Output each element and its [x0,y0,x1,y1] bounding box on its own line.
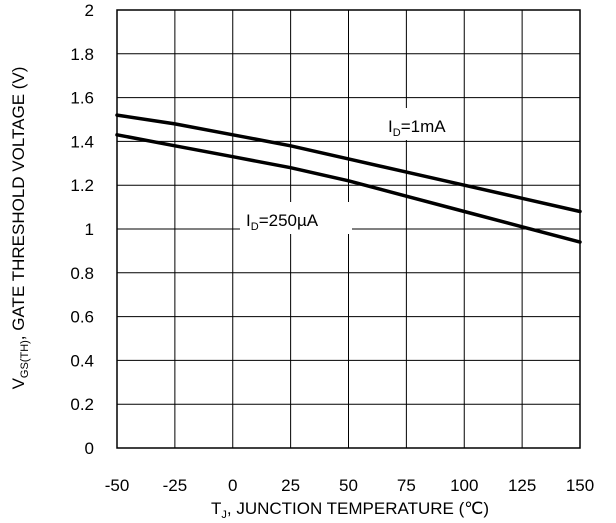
y-tick-label: 1.2 [70,176,94,195]
svg-text:ID=250µA: ID=250µA [246,211,319,233]
y-tick-label: 0.6 [70,308,94,327]
x-tick-label: -25 [163,476,188,495]
y-axis-title: VGS(TH), GATE THRESHOLD VOLTAGE (V) [9,67,31,390]
series-line-250ua [115,133,582,244]
y-tick-label: 1.6 [70,89,94,108]
x-axis-title: TJ, JUNCTION TEMPERATURE (℃) [211,499,489,521]
y-tick-label: 0.8 [70,264,94,283]
x-tick-label: 0 [228,476,237,495]
y-tick-label: 2 [85,1,94,20]
x-tick-label: 100 [450,476,478,495]
y-tick-label: 1.4 [70,132,94,151]
svg-text:ID=1mA: ID=1mA [388,117,446,139]
x-tick-label: -50 [105,476,130,495]
plot-frame [116,9,581,449]
series-label-1ma: ID=1mA [382,108,462,140]
grid-lines [116,9,581,449]
y-tick-label: 1.8 [70,45,94,64]
y-tick-labels: 0 0.2 0.4 0.6 0.8 1 1.2 1.4 1.6 1.8 2 [70,1,94,458]
series-layer [115,113,582,244]
series-label-250ua: ID=250µA [240,202,352,234]
y-tick-label: 0 [85,439,94,458]
y-tick-label: 0.2 [70,395,94,414]
y-tick-label: 0.4 [70,351,94,370]
y-tick-label: 1 [85,220,94,239]
series-line-1ma [115,113,582,214]
x-tick-label: 75 [397,476,416,495]
x-tick-label: 50 [339,476,358,495]
x-tick-label: 125 [508,476,536,495]
x-tick-label: 25 [281,476,300,495]
x-tick-labels: -50 -25 0 25 50 75 100 125 150 [105,476,594,495]
x-tick-label: 150 [566,476,594,495]
